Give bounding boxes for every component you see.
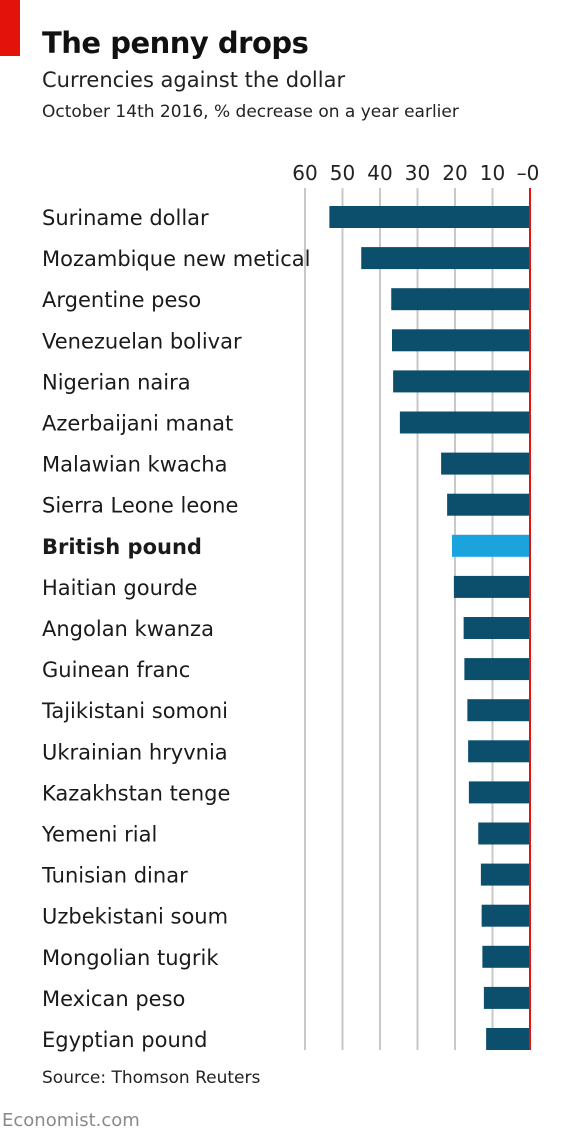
category-label: Venezuelan bolivar [42,329,242,353]
bar [483,986,530,1009]
category-label: Ukrainian hryvnia [42,740,228,764]
chart-note: October 14th 2016, % decrease on a year … [42,102,459,122]
category-label: Tajikistani somoni [41,699,228,723]
category-label: Egyptian pound [42,1028,207,1052]
bar [467,699,530,722]
category-label: Yemeni rial [41,823,157,847]
category-label: Azerbaijani manat [42,412,233,436]
bar [391,288,530,311]
bar [361,247,530,270]
category-label: Uzbekistani soum [42,905,228,929]
x-tick-label: 30 [405,161,430,185]
category-label: Kazakhstan tenge [42,781,230,805]
x-tick-label: 20 [442,161,467,185]
bar [478,822,530,845]
x-tick-label: 50 [330,161,355,185]
brand-accent-tag [0,0,20,56]
source-note: Source: Thomson Reuters [42,1068,261,1088]
chart-title: The penny drops [42,26,309,60]
chart-subtitle: Currencies against the dollar [42,68,346,92]
bar [480,863,530,886]
x-tick-label: 10 [480,161,505,185]
bar [486,1028,530,1050]
bar [464,658,530,681]
category-label: Mongolian tugrik [42,946,219,970]
bar [441,452,530,475]
category-label: Mozambique new metical [42,247,311,271]
x-tick-label: –0 [517,161,540,185]
category-label: Haitian gourde [42,576,197,600]
category-label: Nigerian naira [42,370,191,394]
category-label: Malawian kwacha [42,453,227,477]
bar [481,904,530,927]
category-label: Guinean franc [42,658,190,682]
bar [468,781,530,804]
x-tick-label: 40 [367,161,392,185]
category-label: Suriname dollar [42,206,209,230]
category-label: Mexican peso [42,987,185,1011]
bar [399,411,530,434]
bar-highlight [452,534,530,557]
bar [392,329,530,352]
bar [468,740,530,763]
bar [453,575,530,598]
category-label: Tunisian dinar [41,864,188,888]
bar [393,370,530,393]
category-label: British pound [42,535,202,559]
category-label: Argentine peso [42,288,201,312]
bar [463,617,530,639]
brand-footer: Economist.com [2,1110,140,1131]
category-label: Sierra Leone leone [42,494,238,518]
bar [329,206,530,228]
bar [447,493,530,516]
x-tick-label: 60 [292,161,317,185]
bar [482,945,530,968]
category-label: Angolan kwanza [42,617,214,641]
